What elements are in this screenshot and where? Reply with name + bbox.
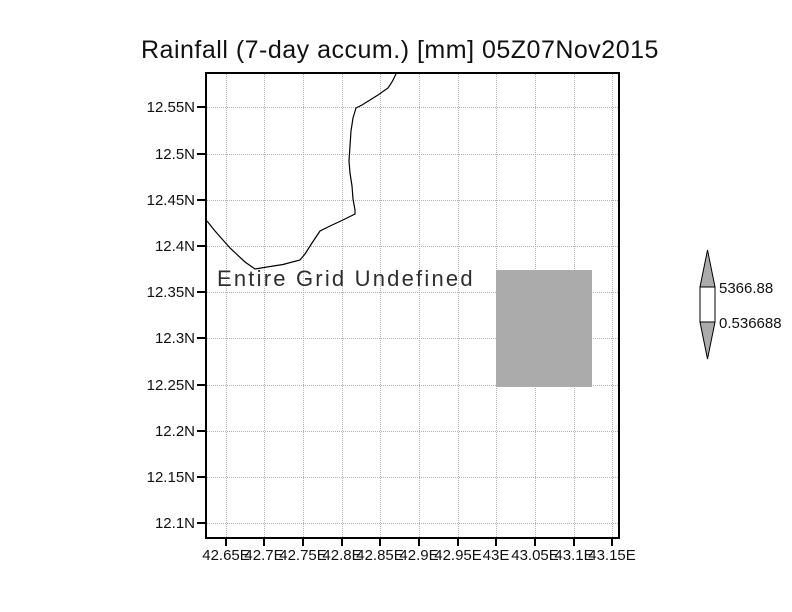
lon-tick-mark: [418, 539, 420, 546]
gridline-horizontal: [207, 292, 618, 293]
lat-tick-label: 12.55N: [146, 99, 195, 116]
plot-area: [205, 72, 620, 539]
lat-tick-label: 12.15N: [146, 469, 195, 486]
gridline-horizontal: [207, 477, 618, 478]
lat-tick-mark: [197, 153, 205, 155]
gridline-horizontal: [207, 523, 618, 524]
lon-tick-label: 43.15E: [588, 547, 636, 564]
lat-tick-label: 12.3N: [154, 330, 195, 347]
colorbar: [699, 249, 716, 360]
gridline-vertical: [303, 74, 304, 537]
lon-tick-label: 42.9E: [399, 547, 439, 564]
lon-tick-mark: [341, 539, 343, 546]
colorbar-arrow-up-icon: [699, 249, 716, 288]
colorbar-arrow-down-icon: [699, 321, 716, 360]
lon-tick-mark: [573, 539, 575, 546]
lat-tick-label: 12.45N: [146, 192, 195, 209]
lon-tick-label: 42.95E: [434, 547, 482, 564]
lat-tick-label: 12.35N: [146, 284, 195, 301]
lon-tick-mark: [379, 539, 381, 546]
lon-tick-label: 42.65E: [202, 547, 250, 564]
lon-tick-label: 42.8E: [322, 547, 362, 564]
gridline-vertical: [419, 74, 420, 537]
coastline-map: [207, 74, 397, 270]
lon-tick-mark: [225, 539, 227, 546]
gridline-vertical: [342, 74, 343, 537]
lat-tick-mark: [197, 337, 205, 339]
lat-tick-mark: [197, 522, 205, 524]
lat-tick-label: 12.2N: [154, 423, 195, 440]
gridline-horizontal: [207, 338, 618, 339]
lon-tick-label: 43E: [482, 547, 510, 564]
gridline-horizontal: [207, 431, 618, 432]
chart-title: Rainfall (7-day accum.) [mm] 05Z07Nov201…: [141, 36, 659, 64]
lon-tick-mark: [534, 539, 536, 546]
lat-tick-label: 12.1N: [154, 515, 195, 532]
lat-tick-label: 12.25N: [146, 377, 195, 394]
lon-tick-mark: [302, 539, 304, 546]
gridline-horizontal: [207, 385, 618, 386]
lon-tick-mark: [611, 539, 613, 546]
undefined-grid-message: Entire Grid Undefined: [217, 266, 475, 291]
gridline-vertical: [380, 74, 381, 537]
gridline-horizontal: [207, 154, 618, 155]
lon-tick-label: 42.75E: [279, 547, 327, 564]
gridline-vertical: [458, 74, 459, 537]
lon-tick-mark: [495, 539, 497, 546]
gridline-vertical: [264, 74, 265, 537]
lon-tick-label: 42.85E: [356, 547, 404, 564]
colorbar-max-label: 5366.88: [719, 280, 774, 297]
lon-tick-label: 42.7E: [244, 547, 284, 564]
gridline-vertical: [226, 74, 227, 537]
colorbar-min-label: 0.536688: [719, 315, 782, 332]
lat-tick-mark: [197, 384, 205, 386]
gridline-horizontal: [207, 107, 618, 108]
lat-tick-mark: [197, 106, 205, 108]
colorbar-box: [699, 286, 716, 323]
lon-tick-mark: [457, 539, 459, 546]
lat-tick-label: 12.5N: [154, 146, 195, 163]
lat-tick-mark: [197, 476, 205, 478]
gridline-vertical: [612, 74, 613, 537]
coastline: [207, 74, 397, 270]
lat-tick-mark: [197, 199, 205, 201]
gridline-horizontal: [207, 200, 618, 201]
lat-tick-mark: [197, 430, 205, 432]
gridline-horizontal: [207, 246, 618, 247]
lat-tick-mark: [197, 291, 205, 293]
lat-tick-mark: [197, 245, 205, 247]
shaded-data-region: [496, 270, 592, 387]
lon-tick-mark: [263, 539, 265, 546]
lon-tick-label: 43.05E: [511, 547, 559, 564]
lon-tick-label: 43.1E: [554, 547, 594, 564]
lat-tick-label: 12.4N: [154, 238, 195, 255]
